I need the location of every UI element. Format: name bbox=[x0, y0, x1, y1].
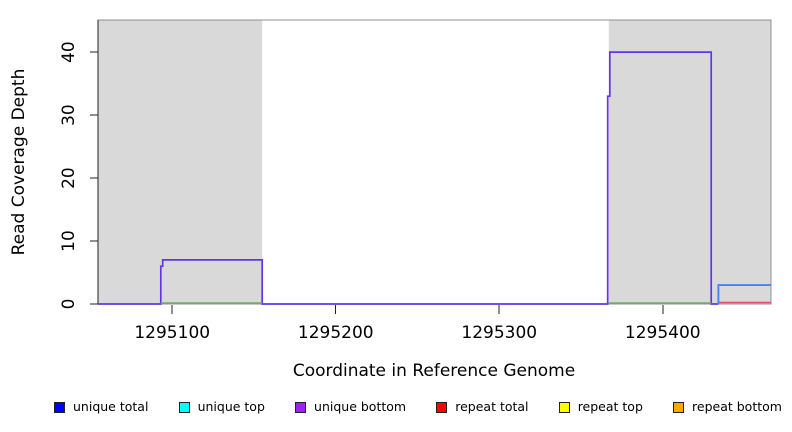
legend-swatch-icon bbox=[558, 401, 570, 413]
x-tick-label: 1295400 bbox=[625, 323, 701, 343]
plot-area: 1295100 1295200 1295300 1295400 0 10 20 30 40 bbox=[59, 19, 772, 343]
legend-label: unique bottom bbox=[314, 398, 407, 414]
legend-label: repeat top bbox=[577, 398, 643, 414]
y-tick-label: 40 bbox=[59, 41, 79, 63]
series-unique-bottom bbox=[98, 51, 719, 305]
series-unique-total bbox=[717, 284, 771, 304]
legend-item-repeat-top: repeat top bbox=[558, 398, 643, 414]
legend-item-unique-bottom: unique bottom bbox=[295, 398, 407, 414]
x-tick-label: 1295100 bbox=[134, 323, 210, 343]
legend-item-repeat-bottom: repeat bottom bbox=[673, 398, 782, 414]
repeat-region-right bbox=[608, 20, 771, 304]
y-axis-title: Read Coverage Depth bbox=[9, 68, 29, 256]
legend-swatch-icon bbox=[178, 401, 190, 413]
y-tick-label: 30 bbox=[59, 104, 79, 126]
legend-item-unique-total: unique total bbox=[54, 398, 149, 414]
x-tick-label: 1295300 bbox=[461, 323, 537, 343]
y-tick-label: 20 bbox=[59, 167, 79, 189]
x-tick-label: 1295200 bbox=[298, 323, 374, 343]
legend-swatch-icon bbox=[673, 401, 685, 413]
x-axis-title: Coordinate in Reference Genome bbox=[292, 361, 576, 381]
legend-swatch-icon bbox=[436, 401, 448, 413]
legend-label: unique total bbox=[73, 398, 149, 414]
legend-label: unique top bbox=[197, 398, 265, 414]
legend-label: repeat bottom bbox=[692, 398, 782, 414]
legend-item-unique-top: unique top bbox=[178, 398, 265, 414]
legend-label: repeat total bbox=[455, 398, 529, 414]
legend: unique total unique top unique bottom repea… bbox=[54, 397, 782, 417]
legend-swatch-icon bbox=[295, 401, 307, 413]
repeat-region-left bbox=[98, 20, 263, 304]
legend-item-repeat-total: repeat total bbox=[436, 398, 529, 414]
y-tick-label: 10 bbox=[59, 230, 79, 252]
y-tick-label: 0 bbox=[59, 299, 79, 310]
legend-swatch-icon bbox=[54, 401, 65, 413]
